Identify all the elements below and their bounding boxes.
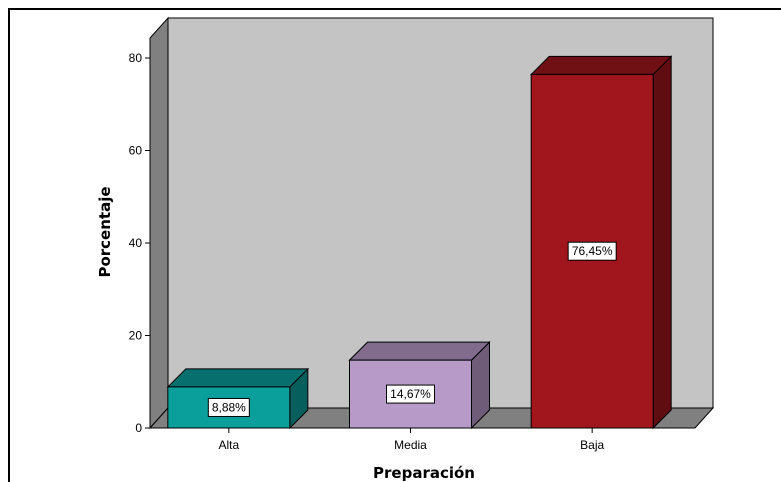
y-tick-label: 20: [129, 329, 143, 343]
side-wall: [149, 16, 169, 430]
bar-media: 14,67%: [348, 340, 491, 430]
bar-top: [166, 368, 310, 388]
data-label: 8,88%: [212, 400, 246, 414]
x-axis-tick-labels: Alta Media Baja: [218, 428, 604, 452]
x-tick-label: Alta: [218, 438, 239, 452]
bar-alta: 8,88%: [166, 367, 310, 430]
bar-top: [348, 341, 491, 361]
bar-top: [529, 55, 673, 75]
y-axis-title: Porcentaje: [96, 186, 114, 277]
x-tick-label: Baja: [580, 438, 604, 452]
data-label: 14,67%: [390, 387, 431, 401]
data-label-box: [567, 241, 617, 261]
bars: 8,88% 14,67% 76,45%: [166, 55, 673, 430]
y-tick-label: 40: [129, 236, 143, 250]
data-label: 76,45%: [572, 244, 613, 258]
bar-baja: 76,45%: [529, 55, 673, 430]
y-axis-ticks: 0 20 40 60 80: [129, 51, 150, 435]
data-label-box: [207, 397, 250, 417]
y-tick-label: 0: [135, 421, 142, 435]
y-tick-label: 80: [129, 51, 143, 65]
y-tick-label: 60: [129, 144, 143, 158]
bar-side: [652, 55, 672, 430]
x-tick-label: Media: [394, 438, 427, 452]
x-axis-title: Preparación: [373, 464, 475, 482]
data-label-box: [386, 384, 435, 404]
